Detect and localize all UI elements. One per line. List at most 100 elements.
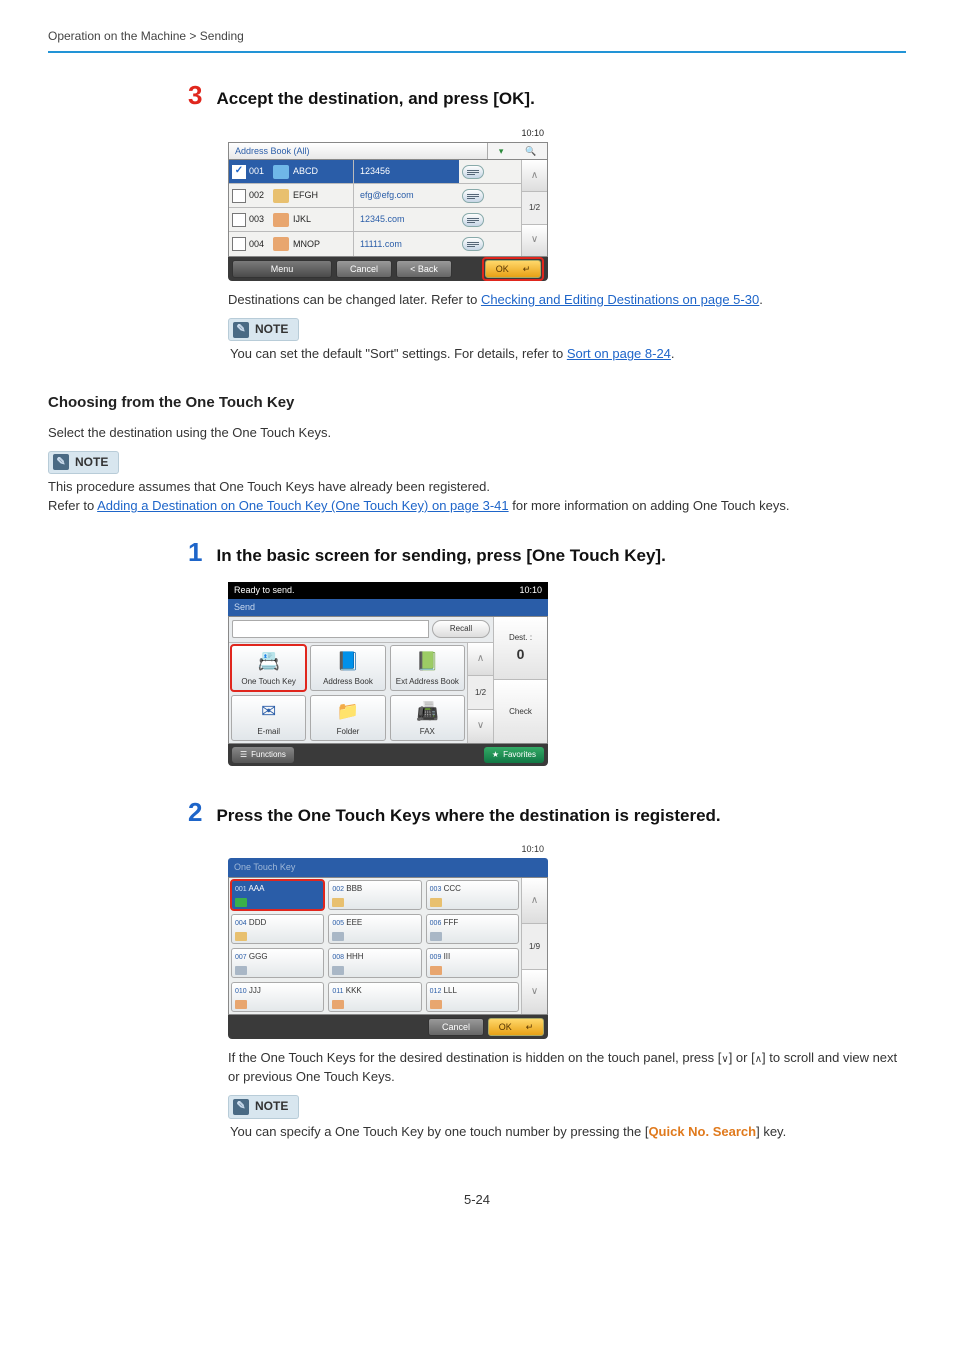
step-number: 2	[188, 794, 202, 832]
detail-button[interactable]	[462, 189, 484, 203]
menu-button[interactable]: Menu	[232, 260, 332, 278]
one-touch-key[interactable]: 007 GGG	[231, 948, 324, 978]
detail-button[interactable]	[462, 237, 484, 251]
detail-button[interactable]	[462, 165, 484, 179]
key-type-icon	[332, 932, 344, 941]
tile-label: Ext Address Book	[396, 676, 459, 688]
tile-icon: ✉	[261, 698, 276, 724]
send-tile[interactable]: 📘 Address Book	[310, 645, 385, 691]
scroll-up-button[interactable]: ∧	[522, 878, 547, 924]
link-sort[interactable]: Sort on page 8-24	[567, 346, 671, 361]
tile-icon: 📇	[257, 648, 279, 674]
checkbox[interactable]	[232, 213, 246, 227]
checkbox[interactable]: ✓	[232, 165, 246, 179]
send-tile[interactable]: 📇One Touch Key	[231, 645, 306, 691]
checkbox[interactable]	[232, 189, 246, 203]
text: for more information on adding One Touch…	[509, 498, 790, 513]
one-touch-key[interactable]: 012 LLL	[426, 982, 519, 1012]
text: You can set the default "Sort" settings.…	[230, 346, 567, 361]
row-value: 11111.com	[354, 238, 459, 251]
address-book-row[interactable]: 004MNOP11111.com	[229, 232, 521, 256]
one-touch-key[interactable]: 009 III	[426, 948, 519, 978]
scroll-down-button[interactable]: ∨	[468, 710, 493, 743]
address-book-row[interactable]: 002EFGHefg@efg.com	[229, 184, 521, 208]
address-book-panel: 10:10 Address Book (All) ▾ 🔍 ✓001ABCD123…	[228, 125, 548, 281]
note-label: NOTE	[75, 454, 108, 471]
dropdown-icon[interactable]: ▾	[499, 145, 504, 158]
tile-icon: 📗	[416, 648, 438, 674]
step3-description: Destinations can be changed later. Refer…	[228, 291, 906, 310]
text: ] or [	[729, 1050, 755, 1065]
enter-icon: ↵	[523, 263, 531, 276]
quick-no-search-key: Quick No. Search	[648, 1124, 756, 1139]
note-header: ✎ NOTE	[48, 451, 119, 474]
favorites-button[interactable]: ★ Favorites	[484, 747, 544, 763]
one-touch-key[interactable]: 004 DDD	[231, 914, 324, 944]
ok-highlight: OK ↵	[482, 257, 544, 281]
scroll-down-button[interactable]: ∨	[522, 970, 547, 1015]
tile-icon: 📠	[416, 698, 438, 724]
key-type-icon	[430, 898, 442, 907]
checkbox[interactable]	[232, 237, 246, 251]
tile-label: FAX	[420, 726, 435, 738]
search-icon[interactable]: 🔍	[525, 145, 536, 158]
status-text: Ready to send.	[234, 584, 295, 597]
check-button[interactable]: Check	[494, 680, 547, 743]
ok-button[interactable]: OK ↵	[488, 1018, 544, 1036]
link-checking-editing[interactable]: Checking and Editing Destinations on pag…	[481, 292, 759, 307]
note-header: ✎ NOTE	[228, 318, 299, 341]
functions-button[interactable]: ☰ Functions	[232, 747, 294, 763]
row-id: 002	[249, 189, 273, 202]
clock: 10:10	[519, 584, 542, 597]
row-value: efg@efg.com	[354, 189, 459, 202]
send-tile[interactable]: 📁 Folder	[310, 695, 385, 741]
link-adding-destination[interactable]: Adding a Destination on One Touch Key (O…	[97, 498, 508, 513]
key-number: 004	[235, 920, 247, 927]
one-touch-key[interactable]: 008 HHH	[328, 948, 421, 978]
page-indicator: 1/9	[522, 924, 547, 970]
key-number: 010	[235, 988, 247, 995]
note-box: ✎ NOTE You can set the default "Sort" se…	[228, 318, 906, 364]
tile-label: Folder	[337, 726, 360, 738]
address-book-row[interactable]: 003IJKL12345.com	[229, 208, 521, 232]
one-touch-key[interactable]: 011 KKK	[328, 982, 421, 1012]
send-tile[interactable]: 📠 FAX	[390, 695, 465, 741]
cancel-button[interactable]: Cancel	[336, 260, 392, 278]
step-2: 2 Press the One Touch Keys where the des…	[188, 794, 906, 1142]
destination-field[interactable]	[232, 620, 429, 638]
step-title: In the basic screen for sending, press […	[216, 544, 665, 569]
scroll-up-button[interactable]: ∧	[468, 643, 493, 677]
key-number: 011	[332, 988, 343, 995]
tile-label: Address Book	[323, 676, 373, 688]
row-id: 001	[249, 165, 273, 178]
detail-button[interactable]	[462, 213, 484, 227]
one-touch-key[interactable]: 006 FFF	[426, 914, 519, 944]
key-name: AAA	[248, 884, 264, 893]
key-number: 012	[430, 988, 442, 995]
cancel-button[interactable]: Cancel	[428, 1018, 484, 1036]
one-touch-key[interactable]: 010 JJJ	[231, 982, 324, 1012]
one-touch-key[interactable]: 001 AAA	[231, 880, 324, 910]
type-icon	[273, 213, 289, 227]
back-button[interactable]: < Back	[396, 260, 452, 278]
scroll-up-button[interactable]: ∧	[522, 160, 547, 192]
key-type-icon	[430, 1000, 442, 1009]
tile-icon: 📁	[337, 698, 359, 724]
type-icon	[273, 165, 289, 179]
send-tile[interactable]: 📗 Ext Address Book	[390, 645, 465, 691]
send-screen-panel: Ready to send. 10:10 Send Recall 📇One To…	[228, 582, 548, 766]
key-type-icon	[332, 1000, 344, 1009]
address-book-row[interactable]: ✓001ABCD123456	[229, 160, 521, 184]
ok-button[interactable]: OK ↵	[485, 260, 541, 278]
send-tile[interactable]: ✉E-mail	[231, 695, 306, 741]
page-number: 5-24	[48, 1191, 906, 1210]
one-touch-key[interactable]: 005 EEE	[328, 914, 421, 944]
scroll-down-button[interactable]: ∨	[522, 225, 547, 256]
recall-button[interactable]: Recall	[432, 620, 490, 638]
one-touch-key[interactable]: 003 CCC	[426, 880, 519, 910]
one-touch-key[interactable]: 002 BBB	[328, 880, 421, 910]
note-box: ✎ NOTE You can specify a One Touch Key b…	[228, 1095, 906, 1141]
step-number: 1	[188, 534, 202, 572]
chevron-up-icon: ∧	[755, 1054, 762, 1065]
tile-icon: 📘	[337, 648, 359, 674]
